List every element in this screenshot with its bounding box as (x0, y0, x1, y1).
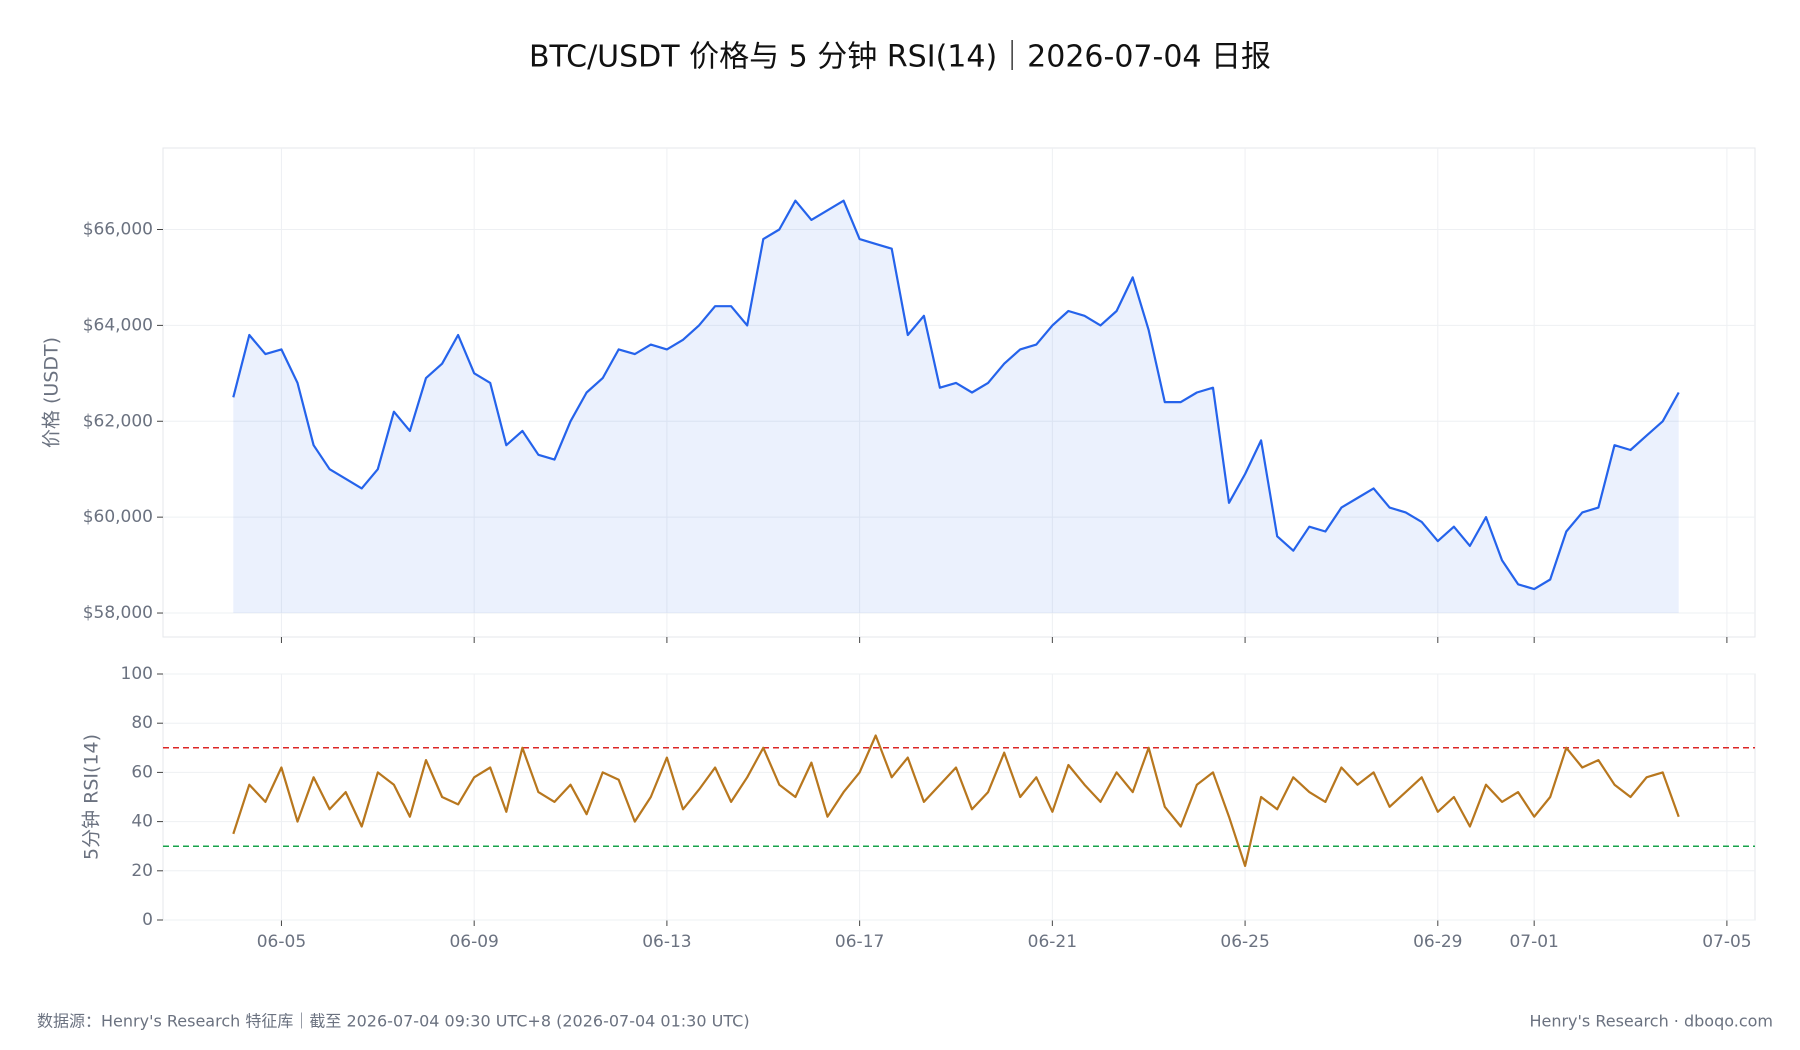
x-tick-label: 07-01 (1509, 932, 1558, 952)
line (232, 734, 1680, 867)
y-tick-label: 60 (131, 762, 153, 782)
line (232, 199, 1680, 591)
y-tick-label: 0 (142, 910, 153, 930)
y-tick-label: $58,000 (83, 603, 153, 623)
y-tick-label: $62,000 (83, 411, 153, 431)
chart-title: BTC/USDT 价格与 5 分钟 RSI(14)｜2026-07-04 日报 (529, 40, 1271, 75)
y-tick-label: 40 (131, 812, 153, 832)
footer-source: 数据源：Henry's Research 特征库｜截至 2026-07-04 0… (37, 1012, 750, 1031)
x-tick-label: 06-13 (642, 932, 691, 952)
x-tick-label: 06-21 (1028, 932, 1077, 952)
x-tick-label: 06-29 (1413, 932, 1462, 952)
x-tick-label: 06-09 (449, 932, 498, 952)
y-tick-label: 80 (131, 713, 153, 733)
y-axis-label: 5分钟 RSI(14) (81, 734, 103, 860)
footer-brand: Henry's Research · dboqo.com (1529, 1012, 1773, 1031)
y-tick-label: $64,000 (83, 315, 153, 335)
x-tick-label: 07-05 (1702, 932, 1751, 952)
y-tick-label: $66,000 (83, 220, 153, 240)
plot-frame (162, 673, 1756, 921)
x-tick-label: 06-25 (1220, 932, 1269, 952)
area (233, 200, 1679, 614)
y-tick-label: 20 (131, 861, 153, 881)
y-tick-label: $60,000 (83, 507, 153, 527)
y-tick-label: 100 (121, 664, 153, 684)
y-axis-label: 价格 (USDT) (41, 337, 63, 448)
x-tick-label: 06-17 (835, 932, 884, 952)
x-tick-label: 06-05 (257, 932, 306, 952)
